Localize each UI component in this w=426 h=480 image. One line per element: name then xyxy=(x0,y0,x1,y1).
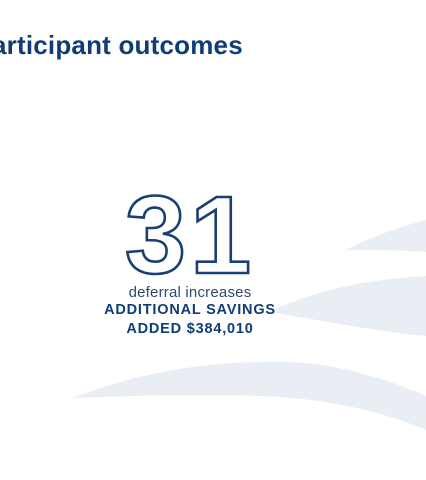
stat-block: 31 deferral increases ADDITIONAL SAVINGS… xyxy=(90,180,290,339)
stat-detail-line-2: ADDED $384,010 xyxy=(126,321,254,337)
stat-caption: deferral increases xyxy=(128,284,252,301)
stat-detail-line-1: ADDITIONAL SAVINGS xyxy=(104,302,276,318)
stat-number: 31 xyxy=(125,180,255,280)
wave-middle xyxy=(270,276,426,336)
wave-bottom xyxy=(72,361,426,430)
stat-number-graphic: 31 xyxy=(124,180,255,280)
page-title: articipant outcomes xyxy=(0,30,243,60)
wave-top xyxy=(345,220,426,252)
